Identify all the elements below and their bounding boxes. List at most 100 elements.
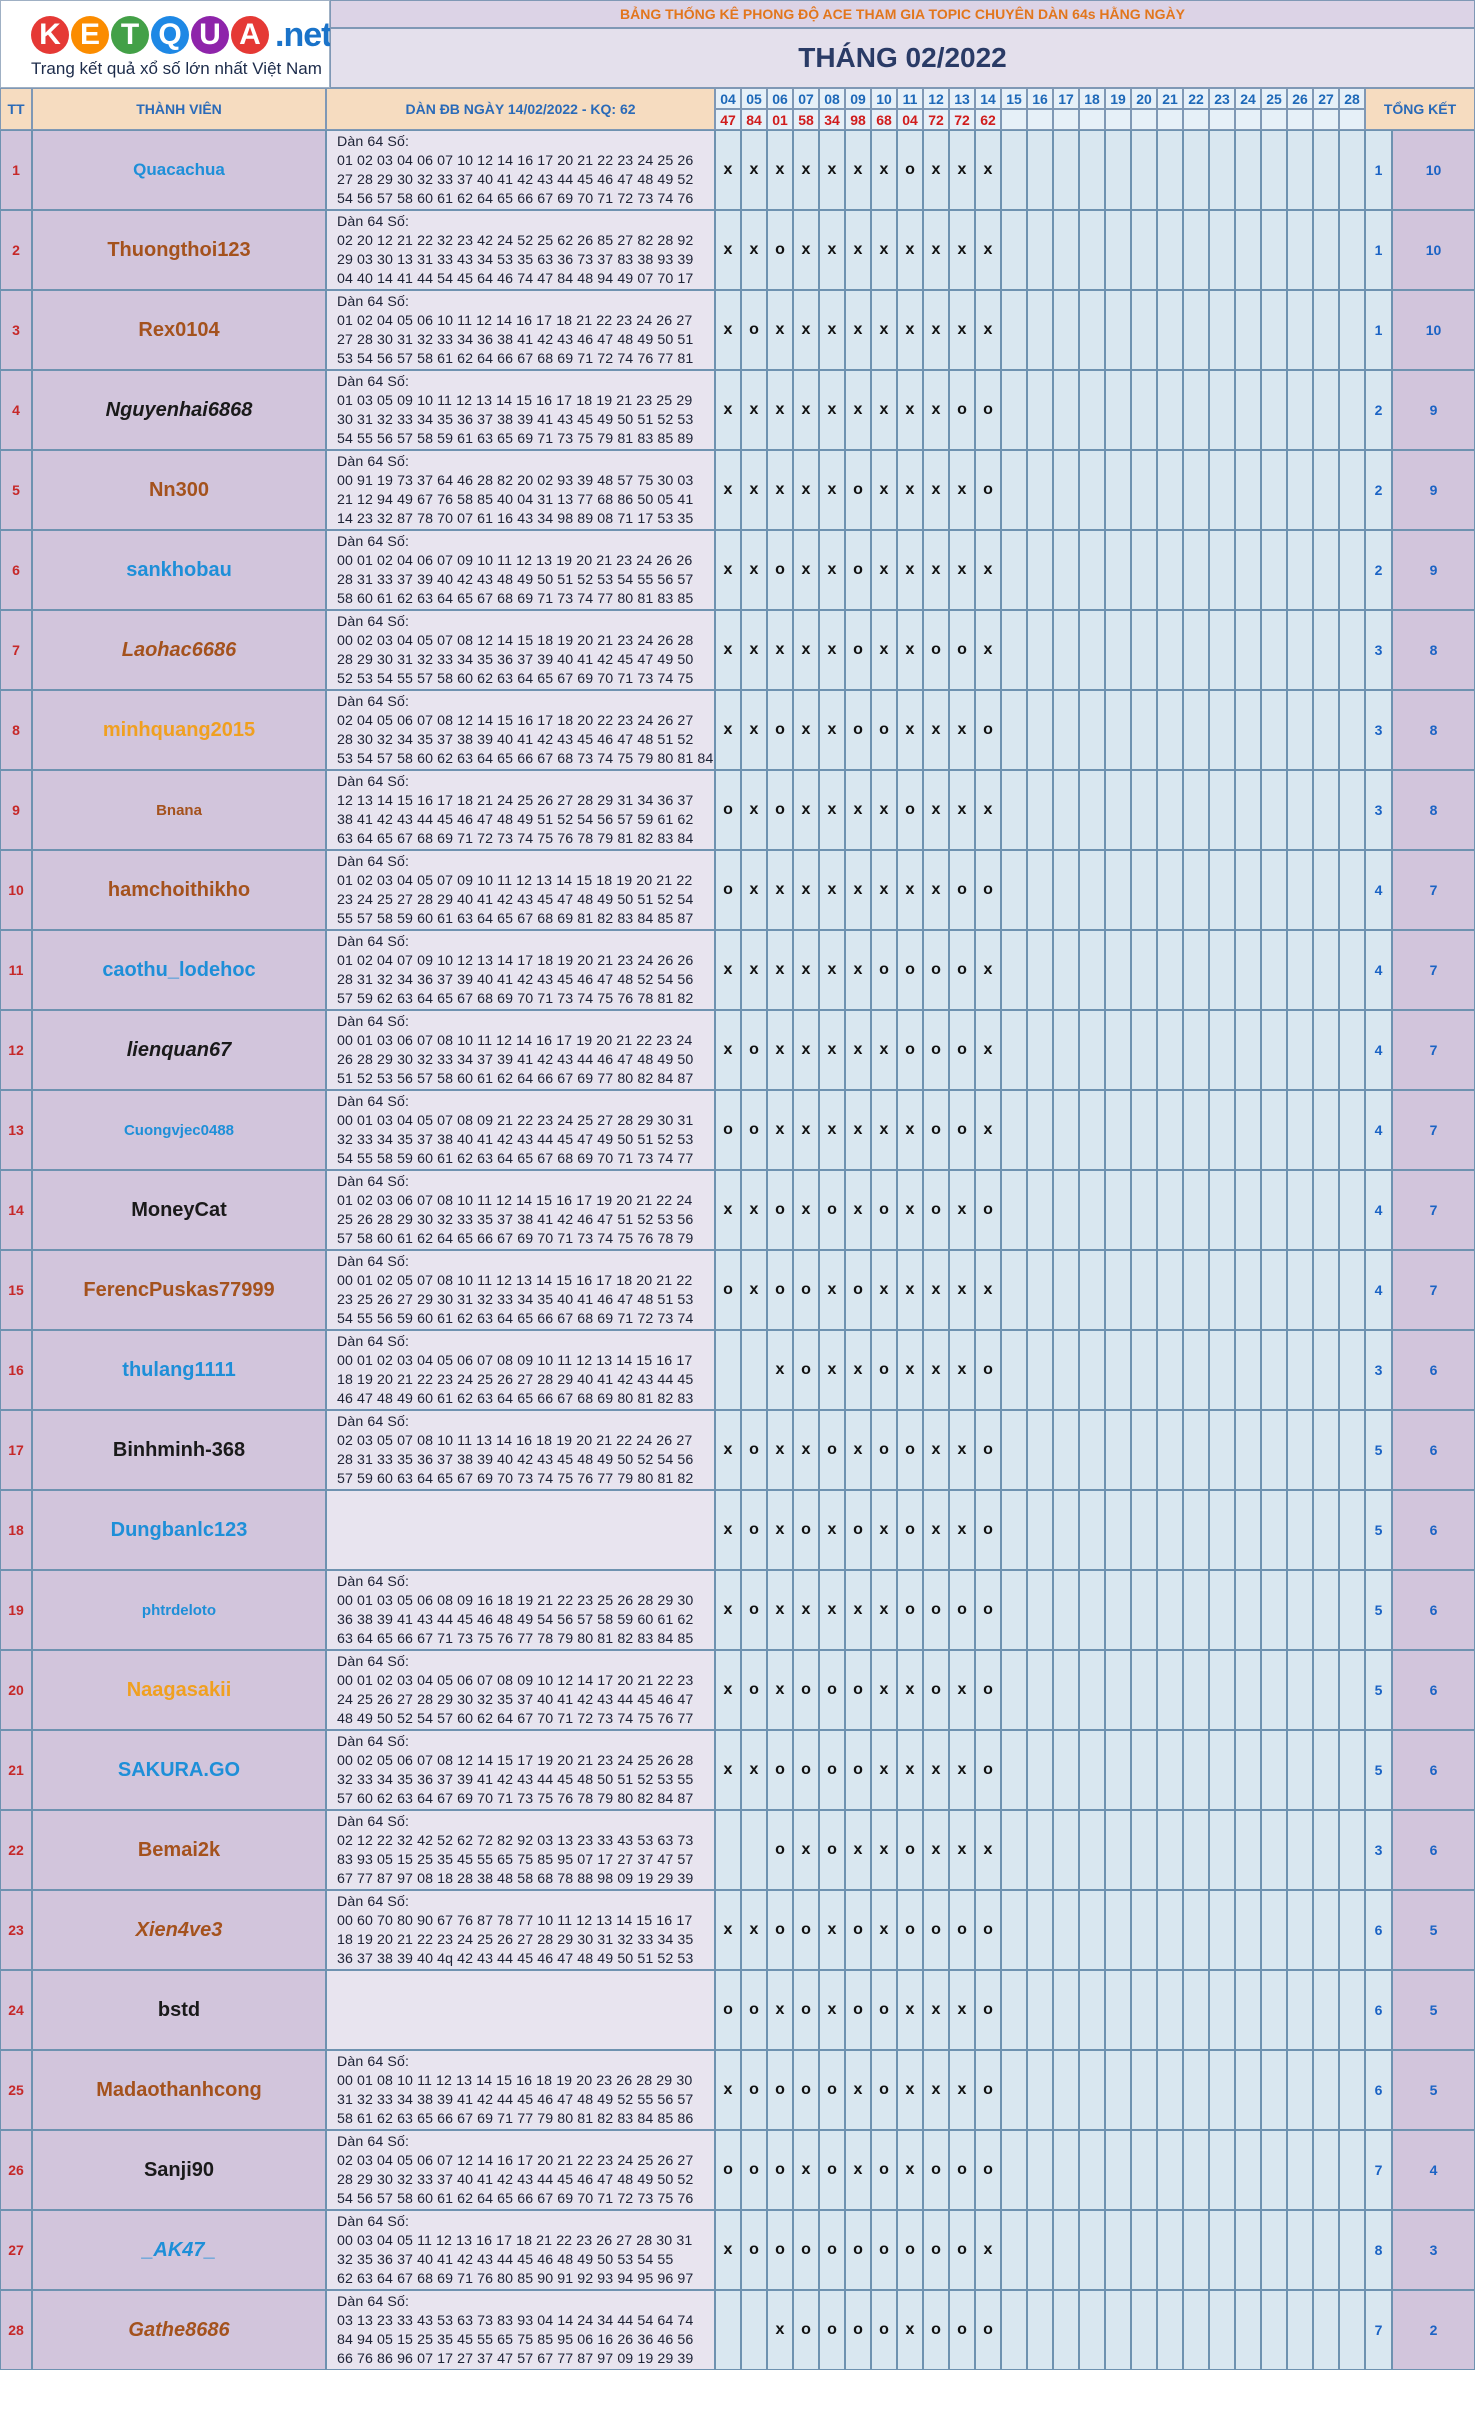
dan-line: 18 19 20 21 22 23 24 25 26 27 28 29 30 3…: [337, 1932, 694, 1948]
dan-numbers: Dàn 64 Số: 02 20 12 21 22 32 23 42 24 52 …: [326, 210, 715, 290]
result-cell: [1079, 109, 1105, 130]
day-mark: [1183, 2130, 1209, 2210]
dan-line: 32 33 34 35 37 38 40 41 42 43 44 45 47 4…: [337, 1132, 694, 1148]
day-mark: [1313, 130, 1339, 210]
day-mark: [1235, 2290, 1261, 2370]
day-mark: o: [897, 930, 923, 1010]
day-mark: [1053, 690, 1079, 770]
dan-line: 00 01 02 03 04 05 06 07 08 09 10 12 14 1…: [337, 1673, 694, 1689]
result-cell: [1157, 109, 1183, 130]
day-mark: x: [819, 1090, 845, 1170]
member-name[interactable]: sankhobau: [32, 530, 326, 610]
day-mark: x: [871, 1490, 897, 1570]
logo-wordmark: K E T Q U A .net: [31, 13, 332, 57]
dan-line: 28 31 32 34 36 37 39 40 41 42 43 45 46 4…: [337, 972, 694, 988]
header-member: THÀNH VIÊN: [32, 88, 326, 130]
logo-letter: T: [111, 16, 149, 54]
day-mark: [1339, 450, 1365, 530]
row-number: 3: [0, 290, 32, 370]
member-name[interactable]: thulang1111: [32, 1330, 326, 1410]
day-mark: [1105, 1410, 1131, 1490]
day-mark: x: [871, 210, 897, 290]
dan-line: 01 02 04 07 09 10 12 13 14 17 18 19 20 2…: [337, 953, 694, 969]
day-mark: [1313, 1810, 1339, 1890]
member-name[interactable]: phtrdeloto: [32, 1570, 326, 1650]
member-name[interactable]: Nguyenhai6868: [32, 370, 326, 450]
day-mark: [1157, 850, 1183, 930]
member-name[interactable]: FerencPuskas77999: [32, 1250, 326, 1330]
day-mark: o: [845, 1730, 871, 1810]
day-mark: x: [949, 770, 975, 850]
member-name[interactable]: Madaothanhcong: [32, 2050, 326, 2130]
dan-line: 03 13 23 33 43 53 63 73 83 93 04 14 24 3…: [337, 2313, 694, 2329]
day-mark: [1157, 1170, 1183, 1250]
member-name[interactable]: SAKURA.GO: [32, 1730, 326, 1810]
day-mark: o: [871, 690, 897, 770]
day-mark: [1235, 1890, 1261, 1970]
member-name[interactable]: Quacachua: [32, 130, 326, 210]
day-mark: x: [975, 530, 1001, 610]
dan-line: 23 25 26 27 29 30 31 32 33 34 35 40 41 4…: [337, 1292, 694, 1308]
day-mark: [1131, 930, 1157, 1010]
member-name[interactable]: caothu_lodehoc: [32, 930, 326, 1010]
miss-count: 3: [1365, 1810, 1392, 1890]
dan-line: 46 47 48 49 60 61 62 63 64 65 66 67 68 6…: [337, 1391, 694, 1407]
day-mark: [1339, 1650, 1365, 1730]
member-name[interactable]: Sanji90: [32, 2130, 326, 2210]
member-name[interactable]: Gathe8686: [32, 2290, 326, 2370]
day-mark: [1287, 2290, 1313, 2370]
day-mark: [1053, 930, 1079, 1010]
member-name[interactable]: Cuongvjec0488: [32, 1090, 326, 1170]
member-name[interactable]: lienquan67: [32, 1010, 326, 1090]
day-mark: o: [949, 1090, 975, 1170]
member-name[interactable]: Xien4ve3: [32, 1890, 326, 1970]
hit-count: 8: [1392, 690, 1475, 770]
result-cell: [1105, 109, 1131, 130]
day-mark: [1339, 2290, 1365, 2370]
day-mark: [1209, 1410, 1235, 1490]
day-mark: x: [741, 1890, 767, 1970]
day-mark: [1131, 2290, 1157, 2370]
day-mark: o: [949, 370, 975, 450]
dan-line: 00 91 19 73 37 64 46 28 82 20 02 93 39 4…: [337, 473, 694, 489]
member-name[interactable]: Bemai2k: [32, 1810, 326, 1890]
day-mark: [1105, 1890, 1131, 1970]
row-number: 20: [0, 1650, 32, 1730]
day-mark: [1313, 690, 1339, 770]
member-name[interactable]: Naagasakii: [32, 1650, 326, 1730]
dan-numbers: Dàn 64 Số: 00 01 02 03 04 05 06 07 08 09 …: [326, 1650, 715, 1730]
day-mark: [1001, 770, 1027, 850]
member-name[interactable]: Rex0104: [32, 290, 326, 370]
member-name[interactable]: minhquang2015: [32, 690, 326, 770]
day-mark: [1027, 1410, 1053, 1490]
day-mark: [1131, 1490, 1157, 1570]
member-name[interactable]: bstd: [32, 1970, 326, 2050]
member-name[interactable]: Binhminh-368: [32, 1410, 326, 1490]
member-name[interactable]: Thuongthoi123: [32, 210, 326, 290]
day-mark: [1079, 1570, 1105, 1650]
member-name[interactable]: Bnana: [32, 770, 326, 850]
day-mark: [1001, 530, 1027, 610]
member-name[interactable]: Laohac6686: [32, 610, 326, 690]
member-name[interactable]: _AK47_: [32, 2210, 326, 2290]
member-name[interactable]: MoneyCat: [32, 1170, 326, 1250]
member-name[interactable]: Nn300: [32, 450, 326, 530]
day-mark: [1053, 2130, 1079, 2210]
day-mark: [1313, 770, 1339, 850]
day-mark: x: [897, 850, 923, 930]
day-mark: x: [845, 1410, 871, 1490]
day-mark: [1261, 1730, 1287, 1810]
dan-line: 00 01 08 10 11 12 13 14 15 16 18 19 20 2…: [337, 2073, 693, 2089]
day-mark: [1053, 450, 1079, 530]
day-mark: o: [949, 2290, 975, 2370]
day-mark: [1261, 1250, 1287, 1330]
day-mark: x: [819, 770, 845, 850]
ketqua-logo[interactable]: K E T Q U A .net Trang kết quả xổ số lớn nhất …: [0, 0, 332, 88]
day-mark: x: [715, 290, 741, 370]
day-mark: [1235, 290, 1261, 370]
member-name[interactable]: hamchoithikho: [32, 850, 326, 930]
day-mark: x: [819, 850, 845, 930]
day-mark: o: [975, 370, 1001, 450]
member-name[interactable]: Dungbanlc123: [32, 1490, 326, 1570]
day-mark: [1053, 1890, 1079, 1970]
